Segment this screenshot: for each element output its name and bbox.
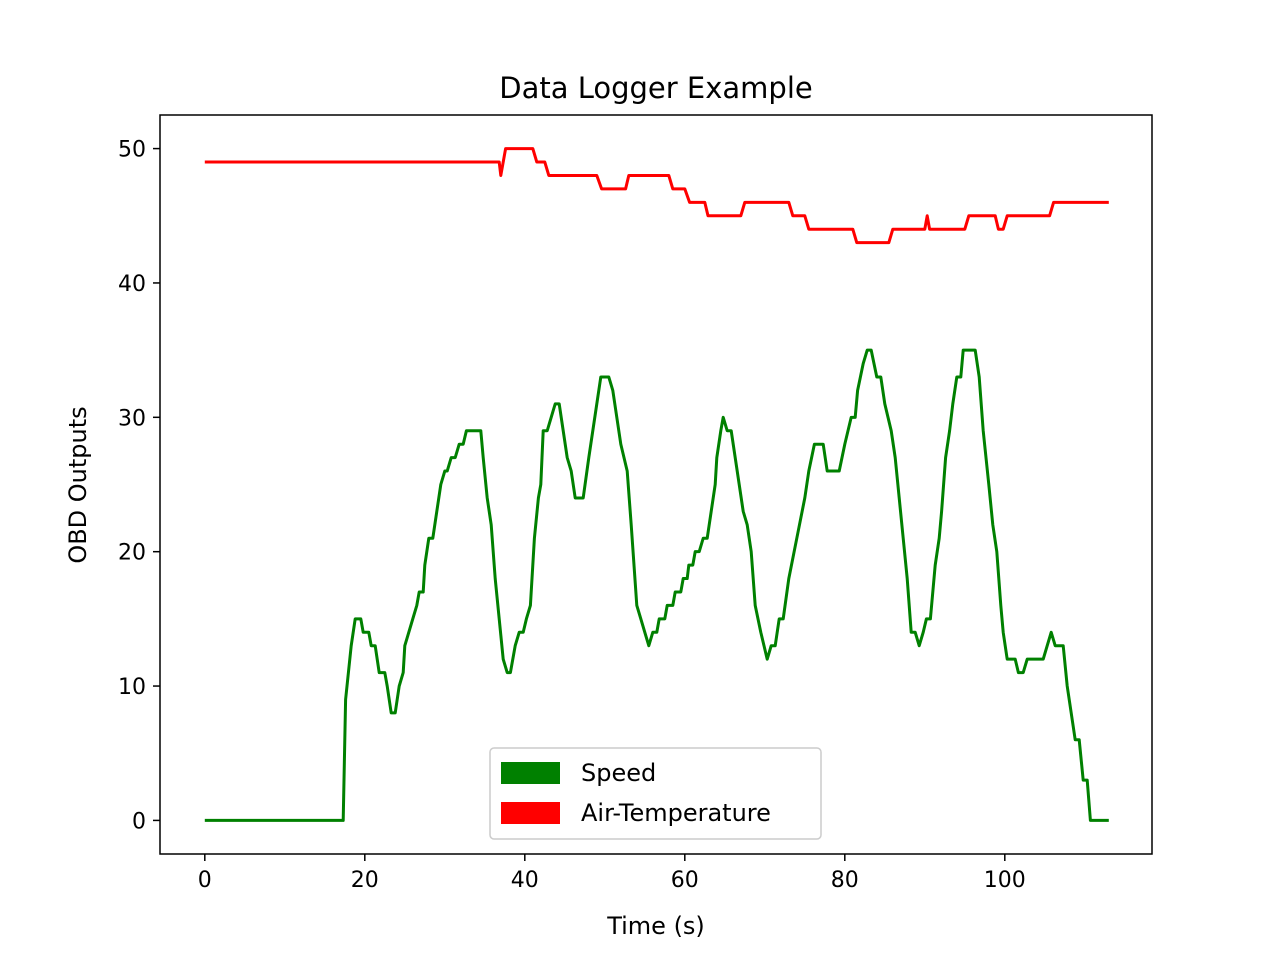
y-tick-label: 50 [118,138,146,163]
plot-frame [159,114,1153,855]
legend-label-speed: Speed [581,759,656,787]
x-tick-label: 0 [198,868,212,893]
y-tick-label: 20 [118,541,146,566]
x-tick-label: 20 [351,868,379,893]
legend-box [489,747,822,840]
x-axis-label: Time (s) [606,912,705,940]
x-tick-label: 80 [831,868,859,893]
x-axis: 0 20 40 60 80 100 [198,854,1026,893]
y-tick-label: 30 [118,406,146,431]
x-tick-label: 100 [984,868,1026,893]
y-tick-label: 40 [118,272,146,297]
legend-swatch-speed [501,762,560,784]
x-tick-label: 40 [511,868,539,893]
legend: Speed Air-Temperature [489,747,822,840]
legend-label-air-temperature: Air-Temperature [581,799,771,827]
series-layer [204,147,1109,822]
y-tick-label: 10 [118,675,146,700]
x-tick-label: 60 [671,868,699,893]
y-tick-label: 0 [132,809,146,834]
y-axis: 0 10 20 30 40 50 [118,138,160,834]
series-line-air-temperature [204,147,1109,245]
legend-swatch-air-temperature [501,802,560,824]
chart-title: Data Logger Example [499,71,812,105]
series-line-speed [204,348,1109,822]
y-axis-label: OBD Outputs [64,406,92,563]
